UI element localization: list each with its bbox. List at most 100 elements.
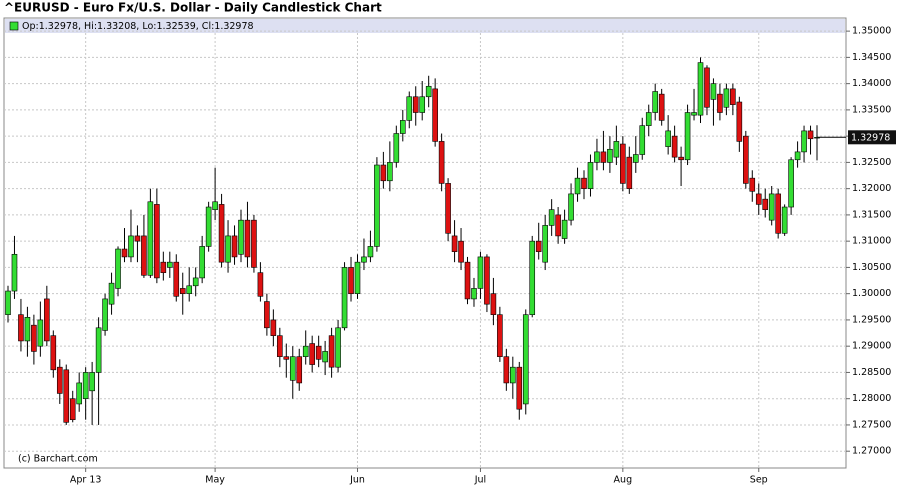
candle-body — [37, 319, 44, 347]
candle-body — [671, 135, 678, 158]
candle-body — [154, 204, 160, 279]
candle-body — [717, 93, 723, 113]
candle-body — [141, 235, 147, 276]
y-tick-label: 1.34500 — [852, 52, 891, 63]
candle-body — [620, 143, 626, 184]
candle-body — [218, 204, 225, 263]
candle-body — [425, 85, 432, 98]
candle-body — [697, 62, 704, 116]
candle-body — [82, 372, 89, 399]
candle-body — [574, 177, 581, 195]
candle-body — [581, 177, 587, 189]
candle-body — [31, 324, 37, 352]
candle-body — [257, 272, 264, 297]
y-tick-label: 1.29000 — [852, 341, 891, 352]
x-tick-label: Sep — [750, 475, 768, 486]
y-tick-label: 1.28500 — [852, 367, 891, 378]
candle-body — [160, 261, 167, 273]
legend-swatch — [9, 21, 19, 31]
candle-body — [645, 112, 652, 126]
candle-body — [199, 246, 205, 279]
candle-body — [309, 343, 315, 365]
x-tick-label: Apr 13 — [70, 475, 102, 486]
candle-body — [374, 164, 380, 247]
candle-body — [179, 288, 186, 294]
candle-body — [354, 261, 361, 294]
candle-body — [95, 327, 102, 373]
candle-body — [192, 277, 199, 287]
candle-body — [212, 201, 218, 210]
candle-body — [801, 130, 807, 153]
candle-body — [529, 240, 536, 315]
candle-body — [684, 112, 691, 161]
legend-strip — [5, 19, 845, 33]
candle-body — [361, 256, 367, 263]
candle-body — [445, 183, 451, 234]
candle-body — [755, 193, 762, 205]
candle-body — [652, 91, 659, 113]
candle-body — [76, 382, 82, 405]
candle-body — [11, 253, 18, 292]
y-tick-label: 1.32000 — [852, 183, 891, 194]
candle-body — [613, 141, 620, 158]
candle-body — [639, 125, 646, 155]
candle-body — [289, 356, 296, 381]
candle-body — [412, 96, 419, 113]
candle-body — [251, 219, 257, 268]
candle-body — [315, 345, 322, 360]
axes: 1.27000 1.27500 1.28000 1.28500 1.29000 1.295… — [70, 26, 896, 486]
candle-body — [115, 248, 121, 289]
candle-body — [296, 356, 303, 384]
candle-body — [458, 240, 464, 263]
candle-body — [600, 151, 607, 163]
candle-body — [419, 96, 426, 113]
candle-body — [568, 193, 574, 221]
y-tick-label: 1.28000 — [852, 393, 891, 404]
candle-body — [147, 201, 154, 276]
candle-body — [490, 293, 497, 315]
candle-body — [173, 261, 180, 297]
candle-body — [548, 209, 555, 226]
y-tick-label: 1.34000 — [852, 78, 891, 89]
candle-body — [768, 193, 775, 221]
candle-body — [348, 267, 354, 294]
candle-body — [277, 335, 283, 357]
candle-body — [264, 301, 270, 329]
candle-body — [283, 356, 290, 360]
y-tick-label: 1.30000 — [852, 288, 891, 299]
candle-body — [561, 219, 568, 239]
candle-body — [134, 235, 141, 242]
candle-body — [205, 206, 212, 247]
candle-body — [691, 112, 697, 116]
candle-body — [723, 88, 730, 108]
credit: (c) Barchart.com — [18, 454, 98, 465]
y-tick-label: 1.31500 — [852, 209, 891, 220]
candle-body — [607, 148, 613, 163]
candle-body — [102, 298, 108, 331]
candle-body — [471, 288, 477, 300]
candle-body — [510, 366, 516, 384]
candle-body — [658, 93, 665, 121]
candle-body — [542, 225, 548, 263]
candle-body — [186, 285, 193, 294]
candle-body — [555, 214, 561, 237]
candle-body — [50, 335, 57, 371]
candle-body — [762, 198, 769, 210]
candle-body — [730, 88, 736, 105]
candle-body — [535, 240, 542, 252]
x-tick-label: Jul — [474, 475, 486, 486]
candle-body — [5, 290, 11, 315]
candle-body — [587, 162, 594, 189]
candle-body — [225, 235, 231, 263]
candle-body — [432, 88, 438, 142]
candle-body — [807, 130, 814, 140]
y-tick-label: 1.29500 — [852, 314, 891, 325]
candle-body — [788, 159, 794, 208]
candle-body — [244, 219, 251, 258]
candle-body — [44, 298, 50, 342]
candle-body — [56, 366, 63, 394]
candle-body — [451, 235, 458, 252]
candle-body — [516, 366, 523, 410]
candle-body — [736, 101, 743, 142]
